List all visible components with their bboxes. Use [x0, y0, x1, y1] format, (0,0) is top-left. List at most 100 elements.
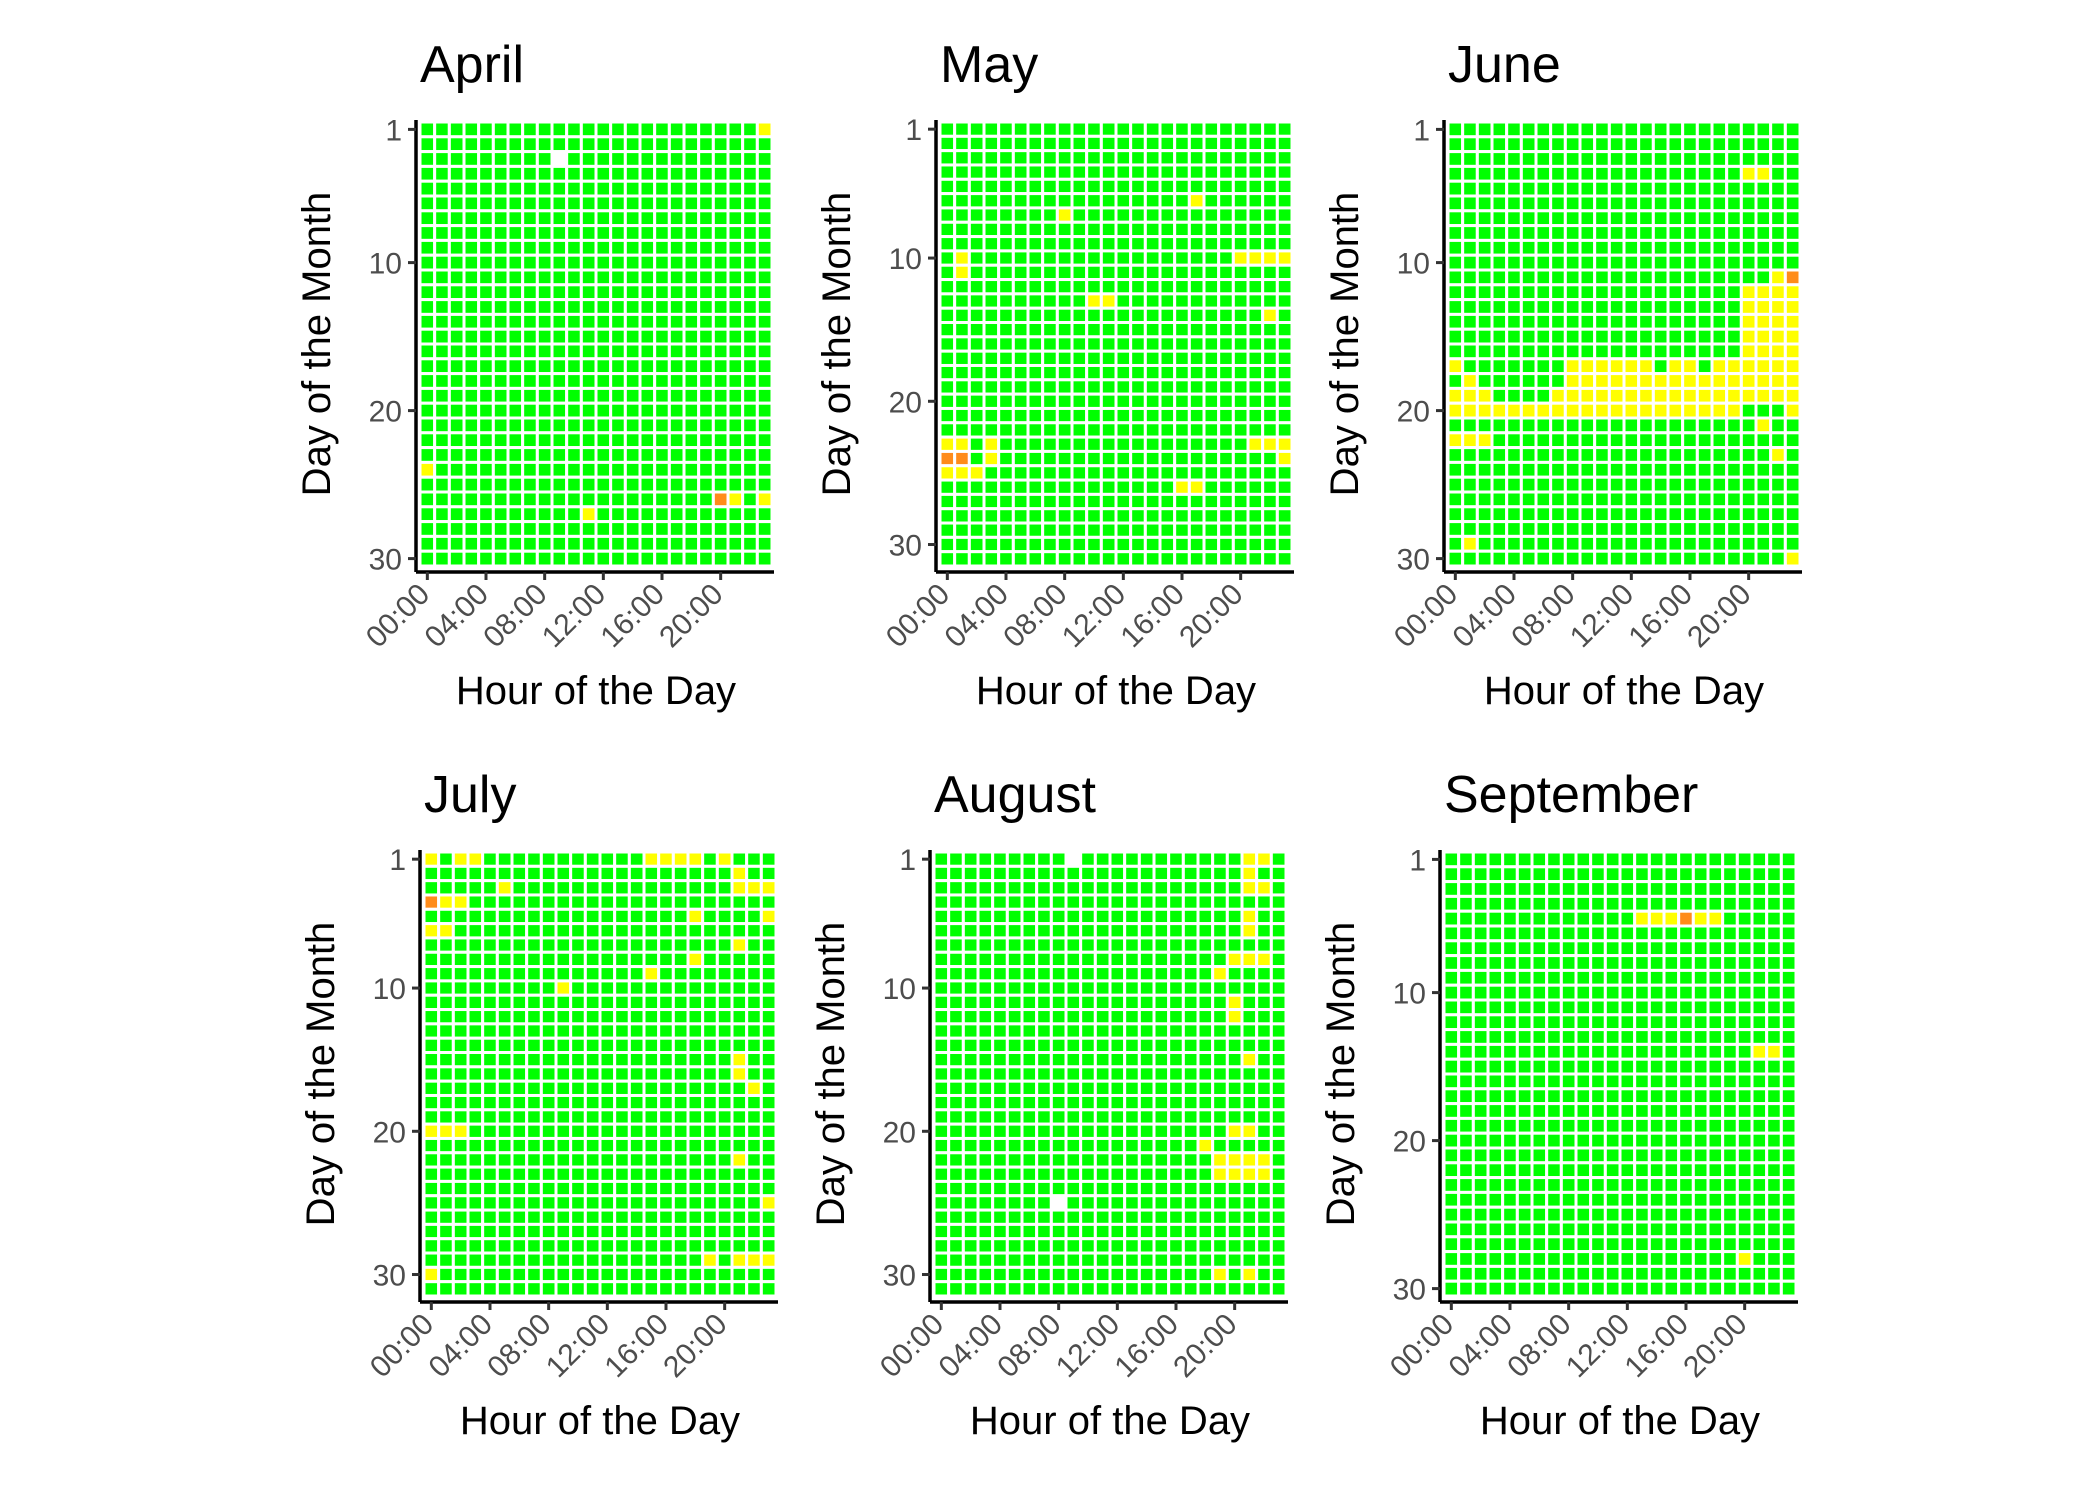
heatmap-cell — [1677, 968, 1695, 987]
heatmap-cell — [653, 342, 671, 361]
heatmap-cell — [1695, 416, 1714, 435]
heatmap-cell — [1662, 968, 1681, 987]
heatmap-cell — [671, 1093, 690, 1112]
heatmap-cell — [1603, 1087, 1622, 1106]
x-axis-title: Hour of the Day — [460, 1399, 740, 1443]
heatmap-cell — [1246, 349, 1265, 367]
heatmap-cell — [745, 979, 763, 997]
heatmap-cells — [418, 120, 774, 568]
heatmap-cell — [726, 253, 745, 272]
heatmap-cell — [495, 1022, 514, 1040]
heatmap-cell — [1005, 922, 1024, 940]
heatmap-cell — [711, 431, 730, 450]
heatmap-cell — [1515, 1161, 1534, 1180]
heatmap-cell — [535, 431, 554, 450]
heatmap-cell — [1269, 1079, 1288, 1097]
heatmap-cell — [447, 534, 466, 553]
heatmap-cell — [715, 1265, 734, 1284]
heatmap-cell — [1681, 490, 1699, 509]
heatmap-cell — [1681, 150, 1699, 168]
heatmap-cell — [627, 864, 646, 883]
heatmap-cell — [1515, 894, 1534, 913]
heatmap-cell — [525, 1122, 543, 1140]
x-tick-label: 04:00 — [1443, 1308, 1519, 1384]
heatmap-cell — [1026, 120, 1045, 138]
heatmap-cell — [976, 1208, 995, 1226]
heatmap-cell — [682, 120, 701, 139]
heatmap-cell — [1545, 1264, 1563, 1283]
heatmap-cell — [701, 950, 719, 969]
heatmap-cell — [1545, 1131, 1563, 1150]
heatmap-cell — [1501, 1190, 1519, 1209]
heatmap-cell — [726, 549, 745, 568]
heatmap-cell — [1505, 372, 1523, 390]
heatmap-cell — [1519, 357, 1538, 376]
heatmap-cell — [1530, 1250, 1549, 1268]
heatmap-cell — [1231, 206, 1250, 224]
heatmap-cell — [1662, 1264, 1681, 1283]
heatmap-cell — [947, 993, 965, 1012]
heatmap-cell — [1143, 406, 1162, 425]
heatmap-cell — [682, 357, 701, 376]
heatmap-cell — [550, 312, 569, 331]
heatmap-cell — [711, 549, 730, 568]
heatmap-cell — [1721, 1220, 1739, 1239]
heatmap-cell — [755, 150, 774, 168]
heatmap-cell — [1589, 1057, 1607, 1076]
heatmap-cell — [741, 386, 759, 405]
heatmap-cell — [1530, 1146, 1549, 1165]
heatmap-cell — [1471, 998, 1490, 1017]
heatmap-cell — [539, 1065, 558, 1083]
heatmap-cell — [671, 1265, 690, 1284]
heatmap-cell — [726, 372, 745, 390]
heatmap-cell — [1020, 1194, 1039, 1212]
heatmap-cell — [569, 1108, 587, 1126]
heatmap-cell — [451, 1065, 470, 1083]
heatmap-cell — [1108, 1022, 1127, 1040]
heatmap-cell — [997, 278, 1015, 296]
heatmap-cell — [1515, 1264, 1534, 1283]
heatmap-cell — [726, 342, 745, 361]
heatmap-cell — [741, 490, 759, 509]
heatmap-cell — [1501, 850, 1519, 869]
heatmap-cell — [1530, 1235, 1549, 1254]
heatmap-cell — [1152, 1208, 1171, 1226]
heatmap-cell — [1202, 220, 1221, 239]
heatmap-cell — [1211, 1251, 1229, 1269]
heatmap-cell — [701, 907, 719, 926]
heatmap-cell — [1549, 209, 1567, 228]
heatmap-cell — [759, 936, 778, 954]
heatmap-cell — [1633, 924, 1651, 943]
heatmap-cell — [1545, 1205, 1563, 1224]
heatmap-cell — [495, 1165, 514, 1183]
heatmap-cell — [686, 1265, 705, 1284]
heatmap-cell — [961, 1179, 980, 1198]
heatmap-cell — [491, 549, 510, 568]
heatmap-cell — [1137, 1036, 1156, 1055]
heatmap-cell — [1261, 220, 1279, 239]
heatmap-cell — [1721, 1250, 1739, 1268]
heatmap-cell — [451, 1108, 470, 1126]
heatmap-cell — [1269, 1093, 1288, 1112]
heatmap-cell — [495, 1122, 514, 1140]
heatmap-cell — [1049, 1093, 1068, 1112]
heatmap-cell — [579, 431, 598, 450]
heatmap-cell — [1545, 1042, 1563, 1061]
heatmap-cell — [1035, 1065, 1053, 1083]
heatmap-cell — [1026, 306, 1045, 325]
heatmap-cell — [1123, 993, 1141, 1012]
heatmap-cell — [1099, 149, 1118, 167]
heatmap-cell — [1026, 478, 1045, 496]
heatmap-cell — [1085, 535, 1103, 554]
heatmap-cell — [1622, 534, 1641, 553]
heatmap-cell — [1457, 968, 1475, 987]
heatmap-cell — [1255, 907, 1273, 926]
heatmap-cell — [1099, 349, 1118, 367]
heatmap-cell — [1618, 1116, 1637, 1135]
heatmap-cell — [422, 1194, 441, 1212]
heatmap-cell — [525, 907, 543, 926]
heatmap-cell — [1593, 549, 1611, 568]
heatmap-cell — [1765, 1072, 1783, 1091]
heatmap-cell — [1725, 416, 1743, 435]
heatmap-cell — [1231, 249, 1250, 267]
